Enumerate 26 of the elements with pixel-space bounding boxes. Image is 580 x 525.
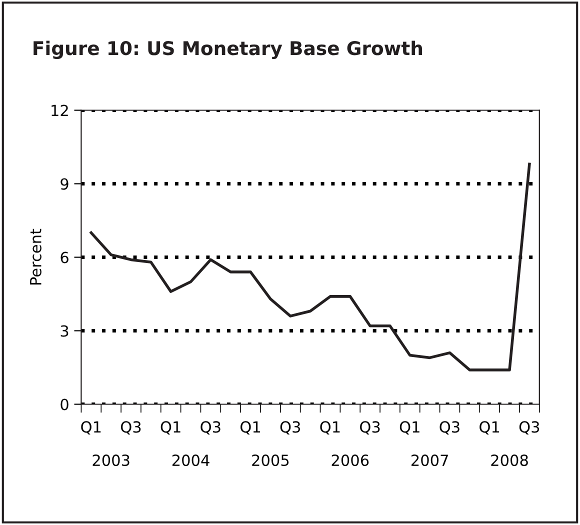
x-tick-label: Q3 bbox=[360, 421, 380, 434]
x-tick-label: Q1 bbox=[480, 421, 500, 434]
x-tick-label: Q1 bbox=[320, 421, 340, 434]
line-series bbox=[90, 162, 531, 372]
y-tick-label: 3 bbox=[60, 325, 68, 337]
text: 2007 bbox=[412, 454, 448, 466]
x-tick-label: Q3 bbox=[120, 421, 141, 434]
y-tick-label: 9 bbox=[60, 178, 68, 190]
x-tick-label: Q3 bbox=[440, 421, 460, 434]
y-axis-title: Percent bbox=[30, 228, 42, 284]
y-tick-label: 6 bbox=[60, 252, 68, 264]
chart-title: Figure 10: US Monetary Base Growth bbox=[34, 40, 422, 60]
text: 2006 bbox=[332, 454, 369, 466]
x-tick-label: Q1 bbox=[240, 421, 260, 434]
text: 2008 bbox=[491, 454, 528, 466]
x-tick-label: Q3 bbox=[280, 421, 300, 434]
x-tick-label: Q3 bbox=[200, 421, 220, 434]
y-tick-label: 0 bbox=[60, 398, 68, 410]
text: 2005 bbox=[252, 454, 289, 466]
y-tick-label: 12 bbox=[52, 104, 68, 116]
text: 2003 bbox=[92, 454, 130, 466]
x-tick-label: Q3 bbox=[519, 421, 540, 434]
text: 2004 bbox=[172, 454, 210, 466]
x-tick-label: Q1 bbox=[160, 421, 180, 434]
x-tick-label: Q1 bbox=[81, 421, 101, 434]
x-tick-label: Q1 bbox=[400, 421, 420, 434]
